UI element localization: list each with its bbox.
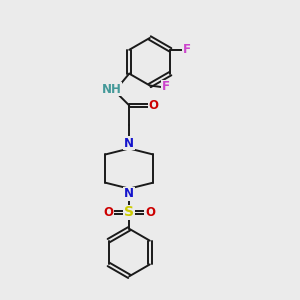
Text: N: N <box>124 188 134 200</box>
Text: F: F <box>162 80 170 94</box>
Text: NH: NH <box>101 82 121 96</box>
Text: O: O <box>103 206 113 219</box>
Text: F: F <box>183 43 191 56</box>
Text: O: O <box>149 99 159 112</box>
Text: N: N <box>124 137 134 150</box>
Text: O: O <box>145 206 155 219</box>
Text: S: S <box>124 206 134 219</box>
